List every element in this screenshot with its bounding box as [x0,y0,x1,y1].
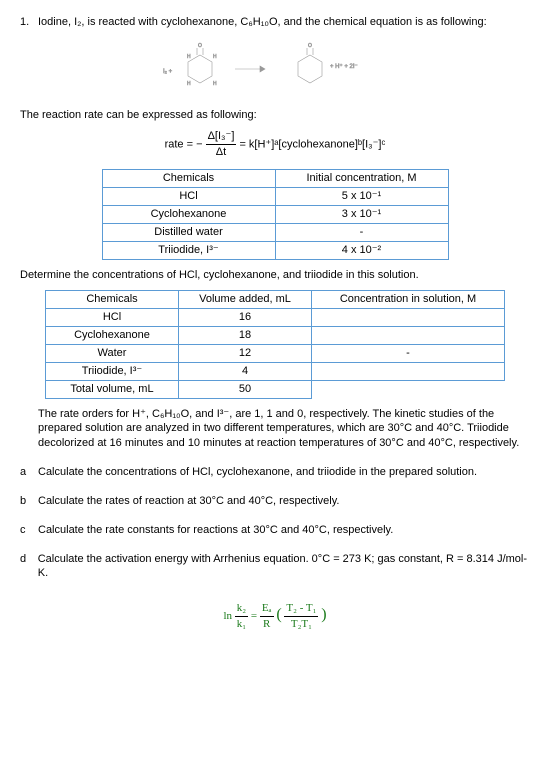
question-b: b Calculate the rates of reaction at 30°… [20,494,530,509]
table-row: Water12- [46,344,505,362]
svg-text:H: H [187,81,191,87]
rate-frac-bot: Δt [206,145,237,160]
t1-h2: Initial concentration, M [275,170,448,188]
arr-frac2: Eₐ R [260,601,274,632]
q-text: Calculate the concentrations of HCl, cyc… [38,465,477,480]
rate-label: The reaction rate can be expressed as fo… [20,108,530,123]
table-row: Cyclohexanone3 x 10⁻¹ [102,206,448,224]
q-label: d [20,552,38,582]
intro: 1. Iodine, I₂, is reacted with cyclohexa… [20,15,530,30]
table-row: Cyclohexanone18 [46,327,505,345]
svg-text:H: H [213,81,217,87]
rate-equation: rate = − Δ[I₃⁻] Δt = k[H⁺]ᵃ[cyclohexanon… [20,129,530,160]
table-row: HCl5 x 10⁻¹ [102,188,448,206]
initial-conc-table: Chemicals Initial concentration, M HCl5 … [102,169,449,259]
t2-h2: Volume added, mL [179,291,312,309]
t2-h1: Chemicals [46,291,179,309]
rate-prefix: rate = − [165,138,203,150]
rate-frac-top: Δ[I₃⁻] [206,129,237,145]
arr-frac1: k₂ k₁ [235,601,248,632]
q-text: Calculate the rate constants for reactio… [38,523,393,538]
q-text: Calculate the activation energy with Arr… [38,552,530,582]
determine-text: Determine the concentrations of HCl, cyc… [20,268,530,283]
table-row: Total volume, mL50 [46,380,505,398]
q-text: Calculate the rates of reaction at 30°C … [38,494,339,509]
volume-table: Chemicals Volume added, mL Concentration… [45,290,505,398]
question-d: d Calculate the activation energy with A… [20,552,530,582]
q-label: c [20,523,38,538]
rate-fraction: Δ[I₃⁻] Δt [206,129,237,160]
arr-eq: = [251,610,257,622]
table-row: Triiodide, I³⁻4 [46,362,505,380]
table-row: Triiodide, I³⁻4 x 10⁻² [102,241,448,259]
paren-close: ) [321,606,326,623]
svg-text:+ H⁺ + 2I⁻: + H⁺ + 2I⁻ [330,63,358,70]
table-row: Distilled water- [102,223,448,241]
question-a: a Calculate the concentrations of HCl, c… [20,465,530,480]
svg-text:H: H [213,54,217,60]
rate-rhs: = k[H⁺]ᵃ[cyclohexanone]ᵇ[I₃⁻]ᶜ [239,138,385,150]
svg-text:H: H [187,54,191,60]
svg-text:O: O [308,43,312,49]
svg-text:I₂ +: I₂ + [163,69,173,75]
rate-orders-text: The rate orders for H⁺, C₆H₁₀O, and I³⁻,… [20,407,530,452]
question-c: c Calculate the rate constants for react… [20,523,530,538]
svg-text:O: O [198,43,202,49]
paren-open: ( [276,606,281,623]
problem-number: 1. [20,15,38,30]
arr-frac3: T₂ - T₁ T₂T₁ [284,601,318,632]
arr-ln: ln [223,610,232,622]
table-row: HCl16 [46,309,505,327]
arrhenius-equation: ln k₂ k₁ = Eₐ R ( T₂ - T₁ T₂T₁ ) [20,601,530,632]
intro-text: Iodine, I₂, is reacted with cyclohexanon… [38,15,487,30]
t2-h3: Concentration in solution, M [312,291,505,309]
q-label: a [20,465,38,480]
reaction-diagram: O H H H H I₂ + O + H⁺ + 2I⁻ [20,40,530,98]
t1-h1: Chemicals [102,170,275,188]
q-label: b [20,494,38,509]
